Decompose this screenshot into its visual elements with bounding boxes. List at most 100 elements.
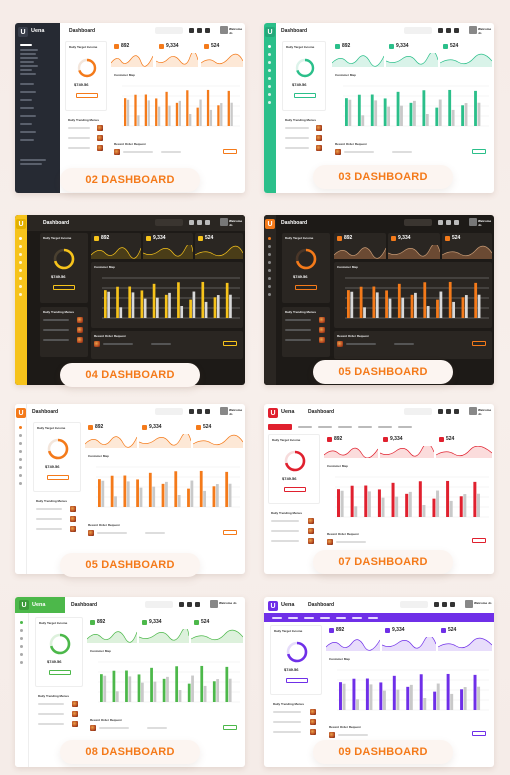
chart-bar <box>227 90 230 126</box>
label-dashboard-03: 03 DASHBOARD <box>313 165 453 189</box>
brand-name: Uena <box>31 28 45 34</box>
chart-bar <box>134 94 137 126</box>
chart-bar <box>143 298 147 318</box>
chart-bar <box>381 497 385 517</box>
chart-bar <box>337 489 340 517</box>
chart-bar <box>361 115 365 126</box>
chart-bar <box>217 105 220 126</box>
gift-icon[interactable] <box>205 28 210 33</box>
chart-bar <box>157 106 161 126</box>
chart-bar <box>225 282 229 318</box>
chart-bar <box>153 681 157 702</box>
chart-bar <box>177 282 180 318</box>
dashboard-02-preview[interactable]: U Uena Dashboard Welcome Jo Daily Target… <box>15 23 245 193</box>
chat-icon[interactable] <box>197 28 202 33</box>
search-input[interactable] <box>404 27 432 34</box>
chart-bar <box>391 482 395 517</box>
chart-bar <box>166 676 169 702</box>
label-dashboard-02: 02 DASHBOARD <box>60 168 200 192</box>
chart-bar <box>422 90 426 126</box>
chart-bar <box>448 281 452 318</box>
chart-bar <box>152 486 156 507</box>
chart-bar <box>112 670 116 702</box>
chart-bar <box>161 483 165 507</box>
chart-bar <box>412 100 416 126</box>
chart-bar <box>340 490 344 517</box>
sidebar: U <box>264 23 276 193</box>
chart-bar <box>461 297 465 318</box>
chart-bar <box>199 99 202 126</box>
more-button[interactable] <box>76 93 98 98</box>
chart-bar <box>162 678 166 702</box>
chart-bar <box>460 689 464 710</box>
dashboard-04-preview[interactable]: U Dashboard Welcome Jo Daily Target Inco… <box>15 215 245 385</box>
chart-bar <box>200 665 204 702</box>
dashboard-07-preview[interactable]: U Uena Dashboard Welcome Jo Daily Target… <box>264 404 494 574</box>
avatar[interactable] <box>220 26 228 34</box>
chart-bar <box>365 678 369 710</box>
bar-chart <box>335 476 489 518</box>
bar-chart <box>96 466 240 508</box>
chart-bar <box>423 698 427 710</box>
page-title: Dashboard <box>69 28 96 34</box>
chart-bar <box>369 684 373 710</box>
chart-bar <box>435 107 439 126</box>
chart-bar <box>186 90 189 126</box>
bar-chart <box>122 85 240 127</box>
chart-bar <box>201 281 205 318</box>
dashboard-08-preview[interactable]: U Uena Dashboard Welcome Jo Daily Target… <box>15 597 245 767</box>
chart-bar <box>339 682 342 710</box>
chart-bar <box>397 283 401 318</box>
chart-bar <box>387 106 391 126</box>
chart-bar <box>395 496 399 517</box>
chart-bar <box>408 491 412 517</box>
chart-bar <box>152 283 156 318</box>
chart-bar <box>164 294 168 318</box>
chart-bar <box>464 295 468 318</box>
chart-bar <box>148 472 152 507</box>
chart-bar <box>140 682 144 702</box>
chart-bar <box>103 675 107 702</box>
search-input[interactable] <box>155 27 183 34</box>
chart-bar <box>451 109 455 126</box>
chart-bar <box>370 94 374 126</box>
bell-icon[interactable] <box>189 28 194 33</box>
chart-bar <box>168 105 171 126</box>
chart-bar <box>212 486 216 507</box>
chart-bar <box>114 496 117 507</box>
chart-bar <box>354 506 358 517</box>
dashboard-05-dark-preview[interactable]: U Dashboard Welcome Jo Daily Target Inco… <box>264 215 494 385</box>
target-card: Daily Target Income $749.56 <box>65 41 107 111</box>
dashboard-09-preview[interactable]: U Uena Dashboard Welcome Jo Daily Target… <box>264 597 494 767</box>
chart-bar <box>385 290 388 318</box>
chart-bar <box>438 99 442 126</box>
chart-bar <box>409 684 413 710</box>
chart-bar <box>379 682 383 710</box>
chart-bar <box>123 475 127 507</box>
chart-bar <box>137 674 141 702</box>
chart-bar <box>372 286 376 318</box>
chart-bar <box>392 675 396 710</box>
chart-bar <box>168 292 171 318</box>
label-dashboard-05-light: 05 DASHBOARD <box>60 553 200 577</box>
chart-bar <box>345 98 348 126</box>
dashboard-03-preview[interactable]: U Dashboard Welcome Jo Daily Target Inco… <box>264 23 494 193</box>
chart-bar <box>382 690 386 710</box>
chart-bar <box>225 666 229 702</box>
bar-chart <box>337 669 489 711</box>
chart-bar <box>229 294 232 318</box>
chart-bar <box>100 674 103 702</box>
chart-bar <box>104 290 107 318</box>
chart-bar <box>463 687 467 710</box>
chart-bar <box>446 480 450 517</box>
chart-bar <box>350 485 354 517</box>
bar-chart <box>98 661 240 703</box>
chart-bar <box>477 686 481 710</box>
chart-bar <box>192 291 196 318</box>
chart-bar <box>418 481 422 517</box>
label-dashboard-05-dark: 05 DASHBOARD <box>313 360 453 384</box>
dashboard-05-light-preview[interactable]: U Dashboard Welcome Jo Daily Target Inco… <box>15 404 245 574</box>
chart-bar <box>116 286 119 318</box>
chart-bar <box>136 479 139 507</box>
chart-bar <box>477 102 481 126</box>
